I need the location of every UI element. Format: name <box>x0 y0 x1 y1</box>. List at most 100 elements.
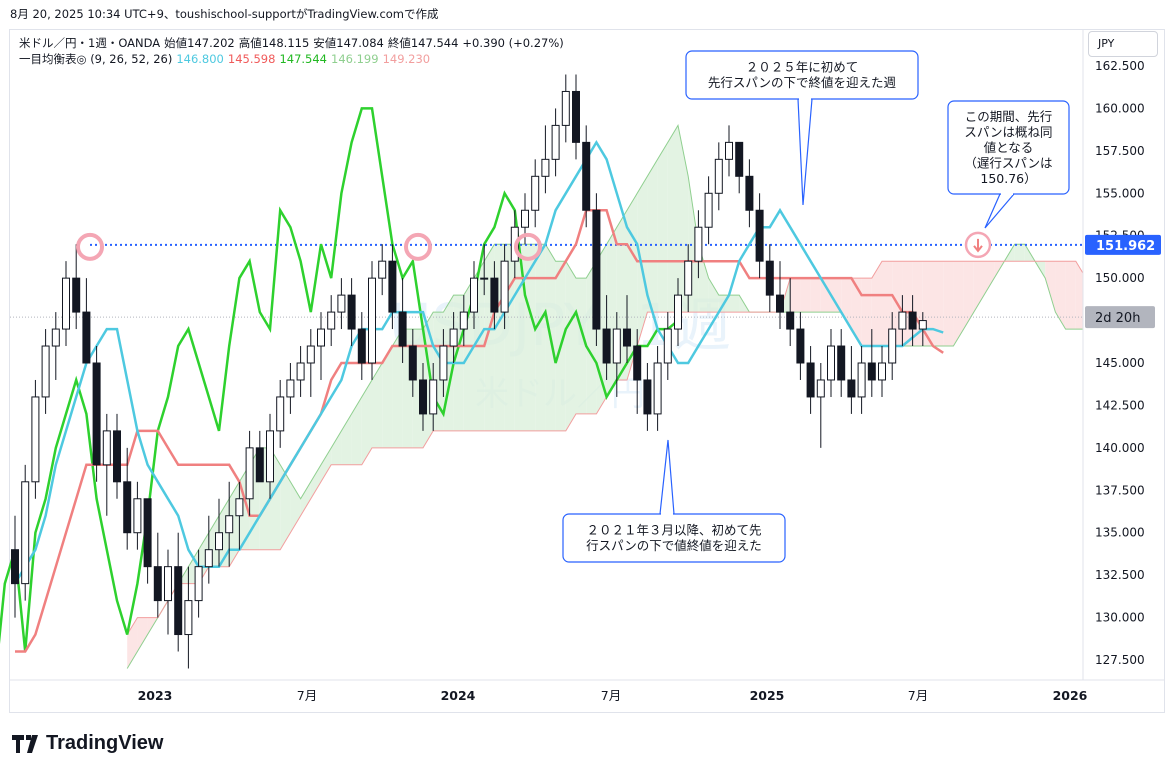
cloud-segment <box>576 278 587 414</box>
candle-body <box>327 311 336 330</box>
candle-body <box>72 277 81 313</box>
indicator-name[interactable]: 一目均衡表◎ (9, 26, 52, 26) <box>19 52 173 66</box>
cloud-segment <box>525 244 536 431</box>
candle-body <box>765 260 774 296</box>
callout-pointer <box>797 98 813 206</box>
cloud-segment <box>831 278 842 313</box>
candle-body <box>623 328 631 347</box>
level-price-label[interactable]: 151.962 <box>1085 234 1161 255</box>
chikou-value: 147.544 <box>279 52 327 66</box>
callout-text-line: ２０２５年に初めて <box>746 60 859 75</box>
change-value: +0.390 (+0.27%) <box>462 36 564 50</box>
candle-body <box>51 328 60 347</box>
candle-body <box>612 328 621 364</box>
callout-text-line: 先行スパンの下で終値を迎えた週 <box>708 75 897 90</box>
cloud-segment <box>963 261 974 330</box>
candle-body <box>204 549 213 568</box>
candle-body <box>439 345 448 381</box>
senkou-b-value: 149.230 <box>382 52 431 66</box>
level-touch-circle[interactable] <box>404 232 432 261</box>
candle-body <box>235 498 244 517</box>
candle-body <box>459 311 468 330</box>
candle-body <box>521 209 529 228</box>
candle-body <box>317 328 325 347</box>
callout-pointer <box>984 193 1016 229</box>
price-axis[interactable]: 162.500160.000157.500155.000152.500150.0… <box>1082 30 1164 680</box>
callout-annotations[interactable]: ２０２５年に初めて先行スパンの下で終値を迎えた週この期間、先行スパンは概ね同値と… <box>562 50 1070 563</box>
circle-markers[interactable] <box>76 231 992 261</box>
candle-body <box>449 328 458 347</box>
candle-body <box>113 430 121 483</box>
candle-body <box>847 379 856 398</box>
close-label: 終値 <box>387 36 411 50</box>
open-value: 147.202 <box>187 36 235 50</box>
cloud-segment <box>973 261 984 313</box>
cloud-segment <box>933 261 944 347</box>
cloud-segment <box>137 617 148 652</box>
candle-body <box>684 260 693 296</box>
candle-body <box>92 362 101 466</box>
level-touch-circle[interactable] <box>76 232 104 261</box>
cloud-segment <box>1055 261 1066 330</box>
time-tick-label: 2026 <box>1053 688 1088 703</box>
candle-body <box>429 379 438 415</box>
currency-button[interactable]: JPY <box>1088 31 1158 57</box>
close-value: 147.544 <box>410 36 459 50</box>
candle-body <box>408 345 417 381</box>
candle-body <box>378 260 387 279</box>
candle-body <box>898 311 907 330</box>
callout-text-line: （遅行スパンは <box>964 155 1052 170</box>
down-arrow-marker[interactable] <box>964 231 992 259</box>
tradingview-logo[interactable]: TradingView <box>12 732 163 755</box>
time-axis[interactable]: 2023 7月 2024 7月 2025 7月 2026 <box>10 679 1164 712</box>
candle-body <box>786 311 795 330</box>
cloud-segment <box>372 363 383 448</box>
high-label: 高値 <box>238 36 262 50</box>
candle-body <box>561 90 570 126</box>
candle-body <box>286 379 295 398</box>
price-tick-label: 150.000 <box>1095 271 1145 285</box>
candle-body <box>255 447 264 483</box>
price-tick-label: 135.000 <box>1095 526 1145 540</box>
cloud-segment <box>392 329 403 448</box>
open-label: 始値 <box>164 36 188 50</box>
bar-countdown-bg <box>1085 306 1155 329</box>
cloud-segment <box>280 464 291 550</box>
candle-body <box>306 345 315 364</box>
time-axis-background <box>10 680 1084 712</box>
candle-body <box>602 328 611 364</box>
candle-body <box>694 226 703 262</box>
bar-countdown-text: 2d 20h <box>1095 311 1140 326</box>
cloud-segment <box>382 346 393 448</box>
candle-body <box>878 362 886 381</box>
candle-body <box>725 141 733 160</box>
candle-body <box>888 328 897 364</box>
candle-body <box>337 294 346 313</box>
level-touch-circle[interactable] <box>514 232 542 261</box>
candle-body <box>735 141 744 177</box>
time-tick-label: 2024 <box>441 688 476 703</box>
candle-body <box>480 277 489 280</box>
candle-body <box>918 320 927 330</box>
cloud-segment <box>606 227 617 397</box>
candle-body <box>225 515 234 534</box>
cloud-segment <box>882 261 893 347</box>
candle-body <box>62 277 70 330</box>
candle-body <box>714 158 723 194</box>
down-arrow-icon <box>973 238 983 253</box>
time-tick-label: 2025 <box>750 688 785 703</box>
candle-body <box>643 379 652 415</box>
candle-body <box>102 430 111 466</box>
candle-body <box>276 396 285 432</box>
candle-body <box>245 447 254 500</box>
bar-countdown-label: 2d 20h <box>1085 306 1155 329</box>
price-tick-label: 160.000 <box>1095 101 1145 115</box>
candle-body <box>531 175 540 211</box>
time-tick-label: 7月 <box>601 688 621 703</box>
level-price-label-text: 151.962 <box>1096 239 1155 254</box>
candle-body <box>592 209 601 330</box>
